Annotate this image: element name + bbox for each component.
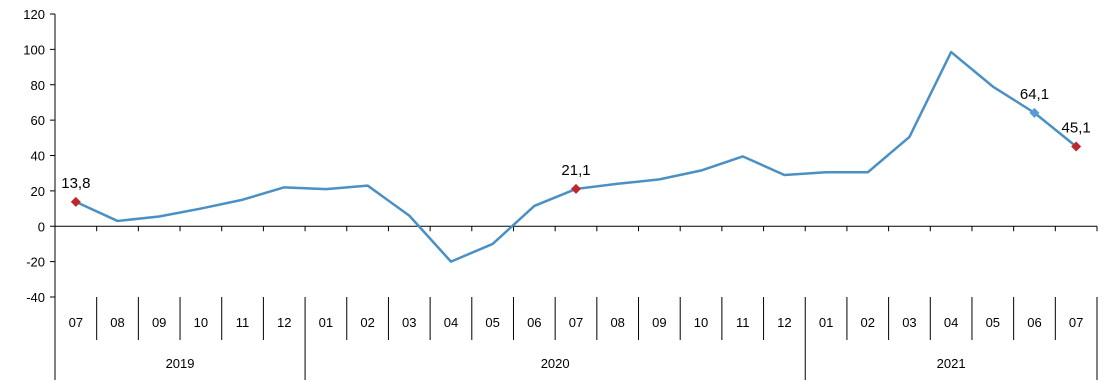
- data-marker: [1071, 141, 1082, 152]
- data-label: 45,1: [1062, 119, 1091, 136]
- year-label: 2021: [937, 356, 966, 371]
- month-label: 05: [986, 315, 1000, 330]
- month-label: 01: [819, 315, 833, 330]
- y-tick-label: 0: [38, 219, 45, 234]
- month-label: 01: [319, 315, 333, 330]
- month-label: 08: [110, 315, 124, 330]
- x-axis: 07 08 09 10 11 12 01 02 03 04 05 06 07 08 09 10 11 12 01 02…: [54, 225, 1098, 380]
- month-label: 04: [944, 315, 958, 330]
- y-tick-label: 20: [31, 184, 45, 199]
- month-label: 06: [527, 315, 541, 330]
- series-line: [75, 50, 1077, 263]
- month-label: 11: [236, 315, 250, 330]
- month-label: 03: [402, 315, 416, 330]
- month-label: 10: [694, 315, 708, 330]
- y-tick-label: 40: [31, 149, 45, 164]
- markers-group: 13,8 21,1 64,1 45,1: [61, 86, 1091, 207]
- month-label: 08: [610, 315, 624, 330]
- y-tick-label: 100: [23, 42, 45, 57]
- month-label: 09: [652, 315, 666, 330]
- month-label: 07: [569, 315, 583, 330]
- data-marker: [571, 183, 581, 194]
- month-label: 02: [861, 315, 875, 330]
- data-label: 13,8: [61, 175, 90, 192]
- year-label: 2020: [541, 356, 570, 371]
- data-marker: [70, 196, 81, 207]
- month-label: 12: [777, 315, 791, 330]
- y-tick-label: 60: [31, 113, 45, 128]
- series-group: [75, 50, 1077, 263]
- month-label: 06: [1027, 315, 1041, 330]
- month-label: 09: [152, 315, 166, 330]
- y-axis: 120 100 80 60 40 20 0 -20 -40: [23, 7, 56, 305]
- y-tick-label: 80: [31, 78, 45, 93]
- month-label: 02: [360, 315, 374, 330]
- data-label: 64,1: [1020, 86, 1049, 103]
- year-label: 2019: [166, 356, 195, 371]
- y-tick-label: -20: [26, 255, 45, 270]
- y-tick-label: 120: [23, 7, 45, 22]
- month-label: 10: [194, 315, 208, 330]
- month-label: 07: [1069, 315, 1083, 330]
- month-label: 07: [69, 315, 83, 330]
- y-tick-label: -40: [26, 290, 45, 305]
- month-label: 11: [736, 315, 750, 330]
- month-label: 03: [902, 315, 916, 330]
- month-label: 04: [444, 315, 458, 330]
- month-label: 05: [485, 315, 499, 330]
- data-marker: [1029, 107, 1040, 118]
- month-label: 12: [277, 315, 291, 330]
- data-label: 21,1: [561, 162, 590, 179]
